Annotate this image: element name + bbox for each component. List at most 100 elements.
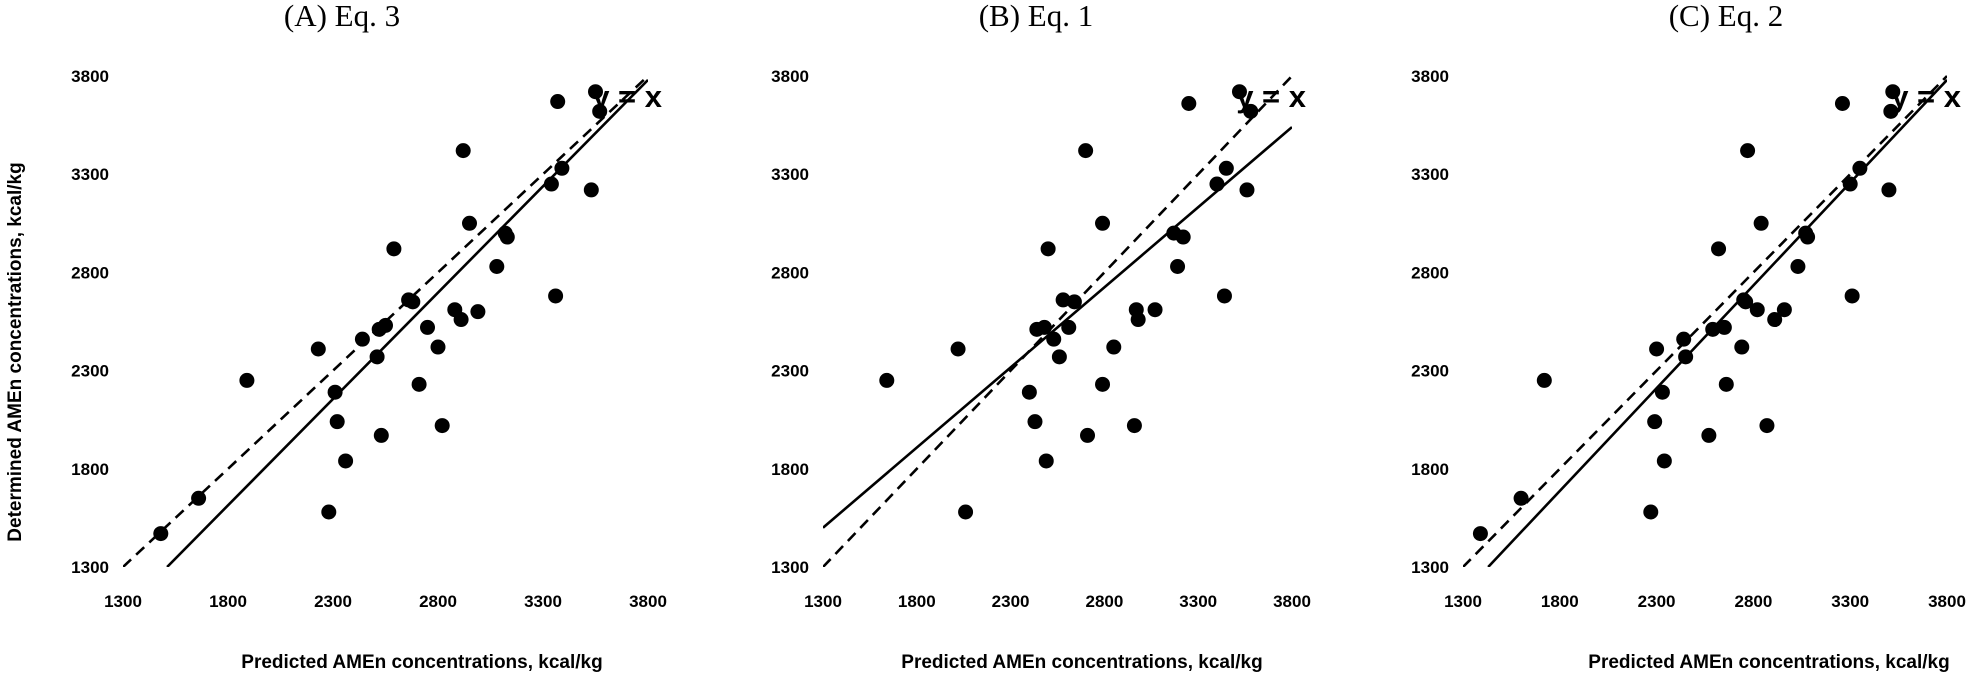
data-point — [420, 319, 435, 335]
data-point — [1181, 95, 1197, 111]
data-point — [879, 372, 895, 388]
data-point — [1130, 312, 1146, 328]
panel-a: (A) Eq. 3 1300 1300 1800 1800 2300 2300 2800 28… — [71, 0, 667, 673]
x-tick-label: 3300 — [1831, 592, 1869, 611]
data-point — [1040, 241, 1056, 257]
data-point — [1078, 143, 1094, 159]
data-point — [1654, 384, 1670, 400]
data-point — [1051, 349, 1067, 365]
data-point — [543, 176, 559, 192]
data-point — [1776, 302, 1792, 318]
data-point — [1881, 182, 1897, 198]
y-tick-label: 2800 — [71, 263, 109, 282]
data-point — [489, 259, 505, 275]
x-tick-label: 2300 — [1638, 592, 1676, 611]
x-tick-label: 2800 — [1085, 592, 1123, 611]
data-point — [1759, 418, 1775, 434]
regression-line — [1487, 79, 1947, 567]
y-axis-label: Determined AMEn concentrations, kcal/kg — [5, 162, 26, 541]
data-point — [329, 414, 345, 430]
x-tick-label: 1800 — [898, 592, 936, 611]
data-point — [1147, 302, 1163, 318]
y-tick-label: 3800 — [771, 67, 809, 86]
data-point — [1647, 414, 1663, 430]
y-tick-label: 2800 — [1411, 263, 1449, 282]
data-point — [1885, 84, 1901, 100]
data-point — [1209, 176, 1225, 192]
panel-b-x-axis-label: Predicted AMEn concentrations, kcal/kg — [901, 652, 1262, 673]
data-point — [1790, 259, 1806, 275]
y-tick-label: 1800 — [1411, 460, 1449, 479]
data-point — [1472, 526, 1488, 542]
data-point — [1038, 453, 1054, 469]
data-point — [239, 372, 255, 388]
x-tick-label: 1300 — [104, 592, 142, 611]
data-point — [1243, 103, 1259, 119]
reference-line-label: y = x — [1891, 79, 1962, 114]
data-point — [1170, 259, 1186, 275]
data-point — [1749, 302, 1765, 318]
data-point — [1738, 294, 1754, 310]
data-point — [411, 376, 427, 392]
y-tick-label: 3300 — [771, 165, 809, 184]
data-point — [1106, 339, 1122, 355]
x-tick-label: 3800 — [1928, 592, 1966, 611]
data-point — [191, 490, 207, 506]
data-point — [1027, 414, 1043, 430]
data-point — [405, 294, 421, 310]
data-point — [1656, 453, 1672, 469]
panel-c: (C) Eq. 2 1300 1300 1800 1800 2300 2300 2800 28… — [1411, 0, 1966, 673]
data-point — [1842, 176, 1858, 192]
x-tick-label: 3300 — [1179, 592, 1217, 611]
reference-line-y-equals-x — [123, 75, 648, 567]
panel-a-plot: 1300 1300 1800 1800 2300 2300 2800 2800 3300 3300… — [71, 67, 667, 611]
data-point — [373, 427, 389, 443]
data-point — [1126, 418, 1142, 434]
y-tick-label: 2800 — [771, 263, 809, 282]
data-point — [1716, 319, 1732, 335]
data-point — [1740, 143, 1756, 159]
data-point — [327, 384, 343, 400]
panel-a-x-axis-label: Predicted AMEn concentrations, kcal/kg — [241, 652, 602, 673]
data-point — [1046, 331, 1062, 347]
data-point — [958, 504, 974, 520]
data-point — [1231, 84, 1247, 100]
data-point — [1834, 95, 1850, 111]
x-tick-label: 1800 — [209, 592, 247, 611]
data-point — [583, 182, 599, 198]
data-point — [1066, 294, 1082, 310]
x-tick-label: 3800 — [629, 592, 667, 611]
data-point — [1021, 384, 1037, 400]
y-tick-label: 2300 — [71, 362, 109, 381]
data-point — [310, 341, 326, 357]
y-tick-label: 3300 — [1411, 165, 1449, 184]
data-point — [1844, 288, 1860, 304]
data-point — [369, 349, 385, 365]
panel-a-title: (A) Eq. 3 — [284, 0, 400, 33]
data-point — [1718, 376, 1734, 392]
data-point — [1536, 372, 1552, 388]
data-point — [592, 103, 608, 119]
panel-b: (B) Eq. 1 1300 1300 1800 1800 2300 2300 2800 28… — [771, 0, 1311, 673]
data-point — [1061, 319, 1077, 335]
data-point — [1239, 182, 1255, 198]
data-point — [1095, 376, 1111, 392]
data-point — [386, 241, 402, 257]
data-point — [1800, 229, 1816, 245]
data-point — [1852, 160, 1868, 176]
y-tick-label: 2300 — [1411, 362, 1449, 381]
data-point — [950, 341, 966, 357]
data-point — [1701, 427, 1717, 443]
data-point — [378, 317, 393, 333]
y-tick-label: 3300 — [71, 165, 109, 184]
panel-c-plot: 1300 1300 1800 1800 2300 2300 2800 2800 3300 3300… — [1411, 67, 1966, 611]
reference-line-label: y = x — [592, 79, 663, 114]
x-tick-label: 1300 — [804, 592, 842, 611]
y-tick-label: 1800 — [71, 460, 109, 479]
data-point — [550, 94, 566, 110]
x-tick-label: 2300 — [314, 592, 352, 611]
data-point — [1080, 427, 1096, 443]
panel-b-title: (B) Eq. 1 — [979, 0, 1094, 33]
regression-line — [823, 126, 1292, 529]
